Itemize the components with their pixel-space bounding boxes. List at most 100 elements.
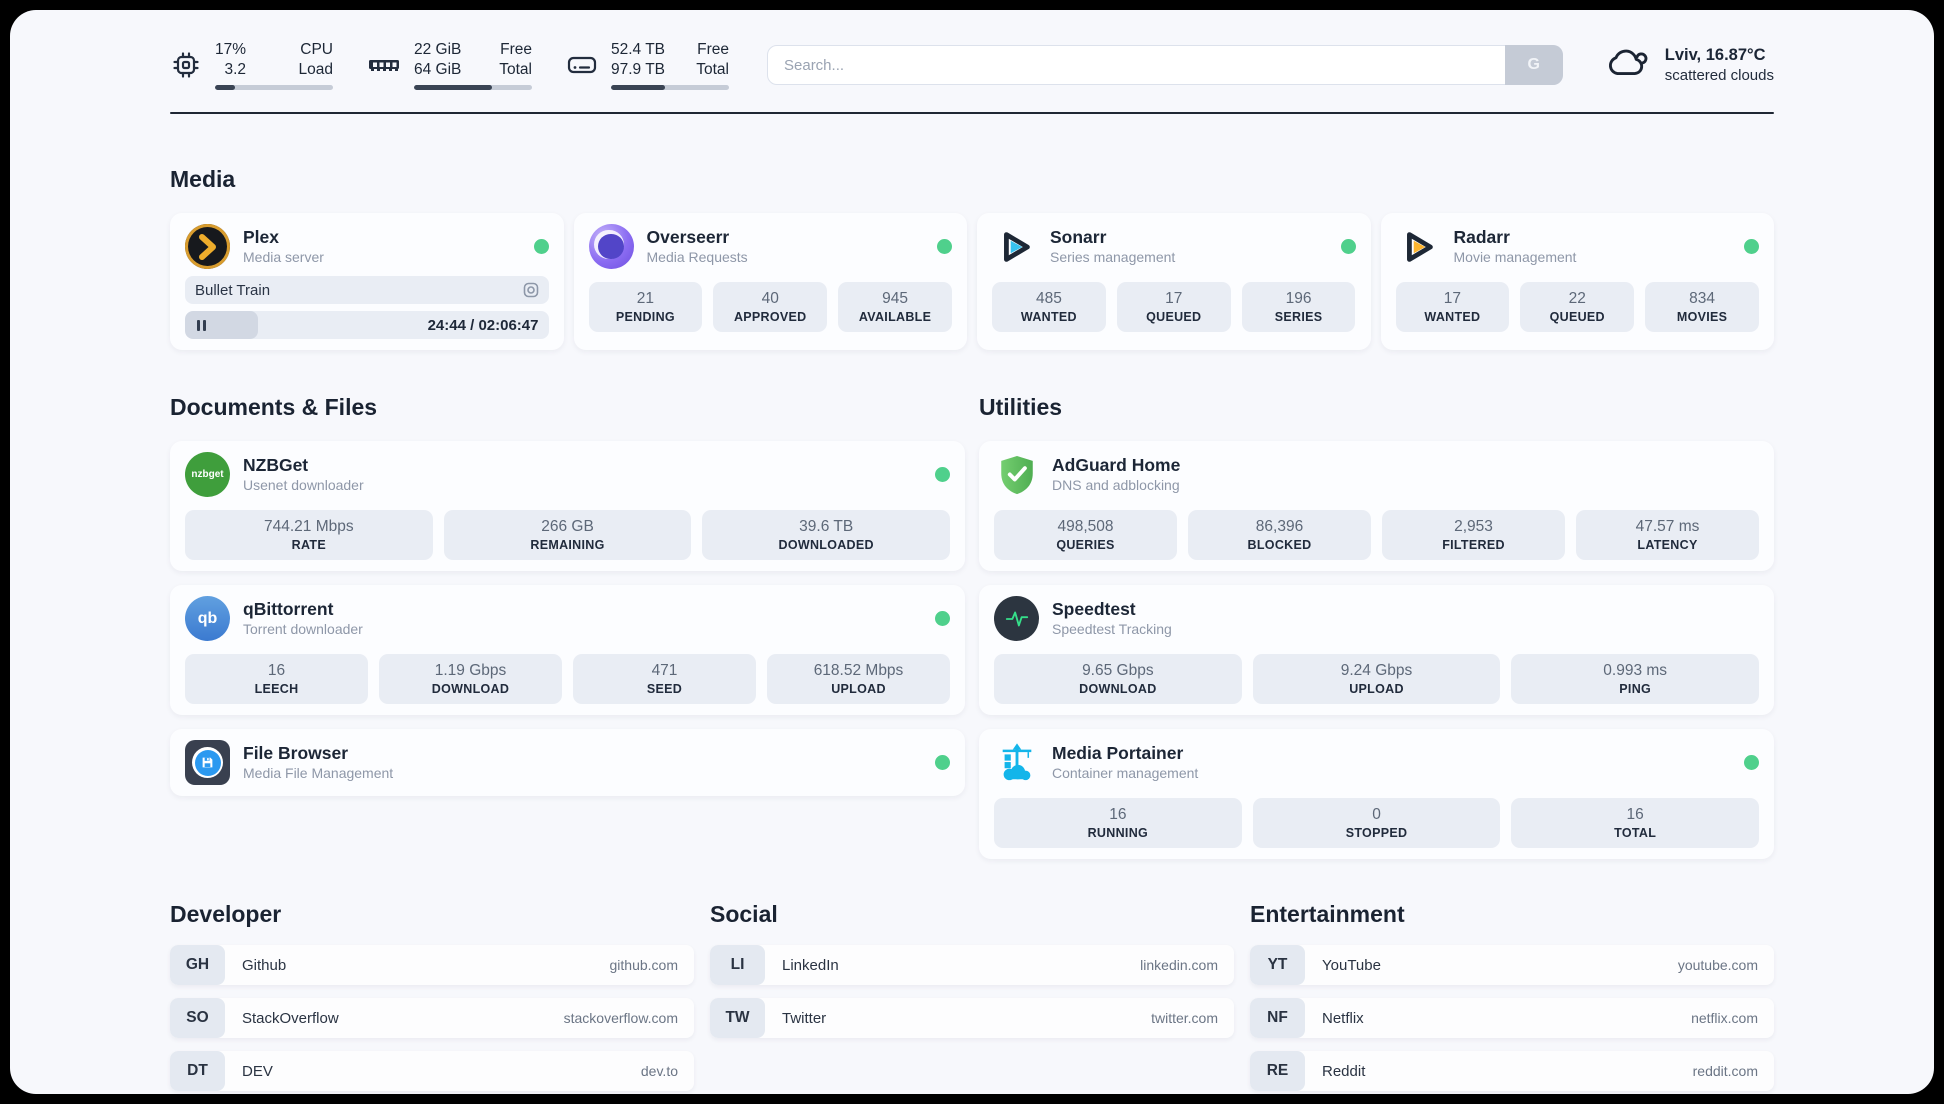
stat-running: 16 RUNNING xyxy=(994,798,1242,848)
stat-blocked: 86,396 BLOCKED xyxy=(1188,510,1371,560)
stat-filtered: 2,953 FILTERED xyxy=(1382,510,1565,560)
stat-downloaded: 39.6 TB DOWNLOADED xyxy=(702,510,951,560)
bookmark-url: reddit.com xyxy=(1692,1063,1758,1079)
bookmark-abbr: TW xyxy=(710,998,765,1038)
status-online-dot xyxy=(1340,239,1356,254)
stat-upload: 9.24 Gbps UPLOAD xyxy=(1252,654,1501,704)
stat-available: 945 AVAILABLE xyxy=(838,282,952,332)
app-title: Overseerr xyxy=(646,227,730,247)
speedtest-icon xyxy=(994,596,1039,641)
bookmark-linkedin[interactable]: LI LinkedIn linkedin.com xyxy=(710,945,1234,985)
plex-icon xyxy=(185,224,230,269)
bookmark-name: DEV xyxy=(242,1062,273,1080)
playback-time: 24:44 / 02:06:47 xyxy=(427,316,539,334)
app-card-nzbget[interactable]: nzbget NZBGet Usenet downloader 744.21 M… xyxy=(170,441,965,571)
section-heading-developer: Developer xyxy=(170,901,282,927)
stat-queries: 498,508 QUERIES xyxy=(994,510,1177,560)
stat-wanted: 485 WANTED xyxy=(992,282,1106,332)
bookmark-url: dev.to xyxy=(640,1063,678,1079)
bookmark-url: github.com xyxy=(609,957,678,973)
bookmark-url: youtube.com xyxy=(1677,957,1758,973)
bookmark-github[interactable]: GH Github github.com xyxy=(170,945,694,985)
bookmark-abbr: LI xyxy=(710,945,765,985)
disk-total-value: 97.9 TB xyxy=(611,61,666,78)
header: 17% 3.2 CPU Load xyxy=(170,10,1774,90)
app-title: Media Portainer xyxy=(1052,743,1184,763)
weather-location-temp: Lviv, 16.87°C xyxy=(1664,45,1766,64)
bookmark-youtube[interactable]: YT YouTube youtube.com xyxy=(1250,945,1774,985)
app-subtitle: Container management xyxy=(1052,765,1199,781)
bookmark-name: Github xyxy=(242,956,287,974)
overseerr-icon xyxy=(588,224,634,269)
app-title: Sonarr xyxy=(1050,227,1107,247)
nzbget-icon: nzbget xyxy=(185,452,230,497)
sonarr-icon xyxy=(992,224,1037,269)
stat-rate: 744.21 Mbps RATE xyxy=(185,510,433,560)
app-subtitle: Media Requests xyxy=(646,249,748,265)
app-card-plex[interactable]: Plex Media server Bullet Train xyxy=(170,213,564,350)
pause-icon xyxy=(197,319,206,331)
memory-total-label: Total xyxy=(499,61,532,78)
app-subtitle: Usenet downloader xyxy=(243,477,364,493)
app-card-overseerr[interactable]: Overseerr Media Requests 21 PENDING 40 A… xyxy=(573,213,967,350)
stat-pending: 21 PENDING xyxy=(588,282,703,332)
bookmark-abbr: NF xyxy=(1250,998,1305,1038)
app-card-speedtest[interactable]: Speedtest Speedtest Tracking 9.65 Gbps D… xyxy=(979,585,1774,715)
header-divider xyxy=(170,112,1774,114)
app-subtitle: Series management xyxy=(1050,249,1176,265)
stat-total: 16 TOTAL xyxy=(1511,798,1760,848)
status-online-dot xyxy=(1744,755,1759,770)
dashboard-panel: 17% 3.2 CPU Load xyxy=(10,10,1934,1094)
cloud-icon xyxy=(1605,44,1651,87)
status-online-dot xyxy=(937,239,952,254)
search-input[interactable] xyxy=(767,45,1563,85)
disk-free-value: 52.4 TB xyxy=(611,41,666,58)
app-subtitle: Torrent downloader xyxy=(243,621,363,637)
stat-queued: 22 QUEUED xyxy=(1520,282,1635,332)
status-online-dot xyxy=(1744,239,1759,254)
memory-free-label: Free xyxy=(500,41,532,58)
weather-widget: Lviv, 16.87°C scattered clouds xyxy=(1605,44,1774,87)
now-playing-title: Bullet Train xyxy=(195,281,271,299)
app-card-filebrowser[interactable]: File Browser Media File Management xyxy=(170,729,965,796)
stat-queued: 17 QUEUED xyxy=(1116,282,1231,332)
disk-stat: 52.4 TB 97.9 TB Free Total xyxy=(566,40,729,90)
app-title: AdGuard Home xyxy=(1052,455,1181,475)
app-title: Radarr xyxy=(1453,227,1510,247)
adguard-icon xyxy=(994,452,1039,497)
status-online-dot xyxy=(533,239,549,254)
disk-icon xyxy=(566,49,598,81)
search-engine-button[interactable]: G xyxy=(1504,45,1563,85)
cpu-percent: 17% xyxy=(215,41,247,58)
stat-download: 9.65 Gbps DOWNLOAD xyxy=(994,654,1242,704)
app-card-qbittorrent[interactable]: qb qBittorrent Torrent downloader 16 LEE… xyxy=(170,585,965,715)
app-title: qBittorrent xyxy=(243,599,334,619)
section-heading-media: Media xyxy=(170,166,236,192)
filebrowser-icon xyxy=(185,740,230,785)
app-card-radarr[interactable]: Radarr Movie management 17 WANTED 22 QUE… xyxy=(1380,213,1774,350)
bookmark-name: Reddit xyxy=(1322,1062,1366,1080)
section-heading-utilities: Utilities xyxy=(979,394,1063,420)
bookmark-twitter[interactable]: TW Twitter twitter.com xyxy=(710,998,1234,1038)
bookmark-abbr: RE xyxy=(1250,1051,1305,1091)
stat-ping: 0.993 ms PING xyxy=(1511,654,1760,704)
app-card-sonarr[interactable]: Sonarr Series management 485 WANTED 17 Q… xyxy=(977,213,1371,350)
memory-free-value: 22 GiB xyxy=(414,41,462,58)
stat-approved: 40 APPROVED xyxy=(713,282,828,332)
app-card-portainer[interactable]: Media Portainer Container management 16 … xyxy=(979,729,1774,859)
stat-latency: 47.57 ms LATENCY xyxy=(1576,510,1759,560)
app-title: NZBGet xyxy=(243,455,309,475)
bookmark-abbr: SO xyxy=(170,998,225,1038)
app-subtitle: Media File Management xyxy=(243,765,394,781)
bookmark-url: netflix.com xyxy=(1691,1010,1758,1026)
bookmark-url: twitter.com xyxy=(1151,1010,1218,1026)
section-heading-social: Social xyxy=(710,901,778,927)
bookmark-dev[interactable]: DT DEV dev.to xyxy=(170,1051,694,1091)
app-card-adguard[interactable]: AdGuard Home DNS and adblocking 498,508 … xyxy=(979,441,1774,571)
bookmark-netflix[interactable]: NF Netflix netflix.com xyxy=(1250,998,1774,1038)
qbittorrent-icon: qb xyxy=(185,596,230,641)
bookmark-reddit[interactable]: RE Reddit reddit.com xyxy=(1250,1051,1774,1091)
bookmark-stackoverflow[interactable]: SO StackOverflow stackoverflow.com xyxy=(170,998,694,1038)
app-title: File Browser xyxy=(243,743,349,763)
memory-stat: 22 GiB 64 GiB Free Total xyxy=(367,40,532,90)
